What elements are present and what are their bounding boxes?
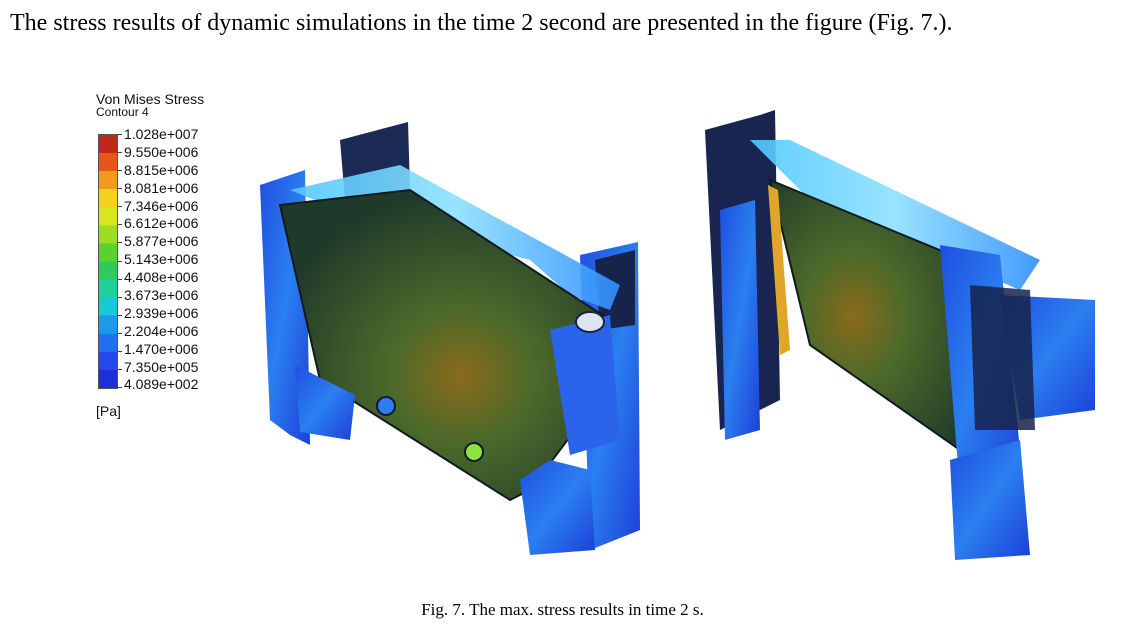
legend-tick xyxy=(117,387,122,388)
legend-level-label: 7.350e+005 xyxy=(124,358,199,375)
legend-tick xyxy=(117,332,122,334)
legend-unit: [Pa] xyxy=(96,403,121,419)
legend-subtitle: Contour 4 xyxy=(96,105,149,119)
legend-level-label: 2.204e+006 xyxy=(124,322,199,339)
legend-level-label: 6.612e+006 xyxy=(124,215,199,232)
legend-level-label: 8.815e+006 xyxy=(124,161,199,178)
fea-model-view-right xyxy=(705,110,1095,560)
legend-tick xyxy=(117,206,122,208)
legend-tick xyxy=(117,314,122,316)
legend-tick xyxy=(117,152,122,154)
legend-level-label: 4.408e+006 xyxy=(124,269,199,286)
stress-legend: Von Mises Stress Contour 4 1.028e+007 9.5… xyxy=(96,91,205,419)
figure-caption: Fig. 7. The max. stress results in time … xyxy=(421,600,704,619)
legend-level-label: 4.089e+002 xyxy=(124,376,199,393)
fea-model-view-left xyxy=(260,122,640,555)
legend-tick xyxy=(117,188,122,190)
legend-level-label: 1.028e+007 xyxy=(124,126,199,142)
legend-tick xyxy=(117,368,122,370)
legend-level-labels: 1.028e+007 9.550e+006 8.815e+006 8.081e+006… xyxy=(124,126,198,394)
legend-tick xyxy=(117,134,122,135)
legend-level-label: 2.939e+006 xyxy=(124,304,199,321)
legend-title: Von Mises Stress xyxy=(96,91,205,107)
legend-level-label: 9.550e+006 xyxy=(124,143,199,160)
intro-paragraph: The stress results of dynamic simulation… xyxy=(10,10,953,36)
legend-level-label: 1.470e+006 xyxy=(124,340,199,357)
legend-tick xyxy=(117,170,122,172)
legend-tick xyxy=(117,350,122,352)
legend-level-label: 3.673e+006 xyxy=(124,287,199,304)
legend-tick xyxy=(117,278,122,280)
legend-tick xyxy=(117,224,122,226)
legend-level-label: 7.346e+006 xyxy=(124,197,199,214)
legend-tick xyxy=(117,296,122,298)
legend-level-label: 8.081e+006 xyxy=(124,179,199,196)
legend-level-label: 5.143e+006 xyxy=(124,251,199,268)
legend-tick xyxy=(117,260,122,262)
legend-color-bar xyxy=(98,134,118,389)
legend-tick xyxy=(117,242,122,244)
legend-level-label: 5.877e+006 xyxy=(124,233,199,250)
